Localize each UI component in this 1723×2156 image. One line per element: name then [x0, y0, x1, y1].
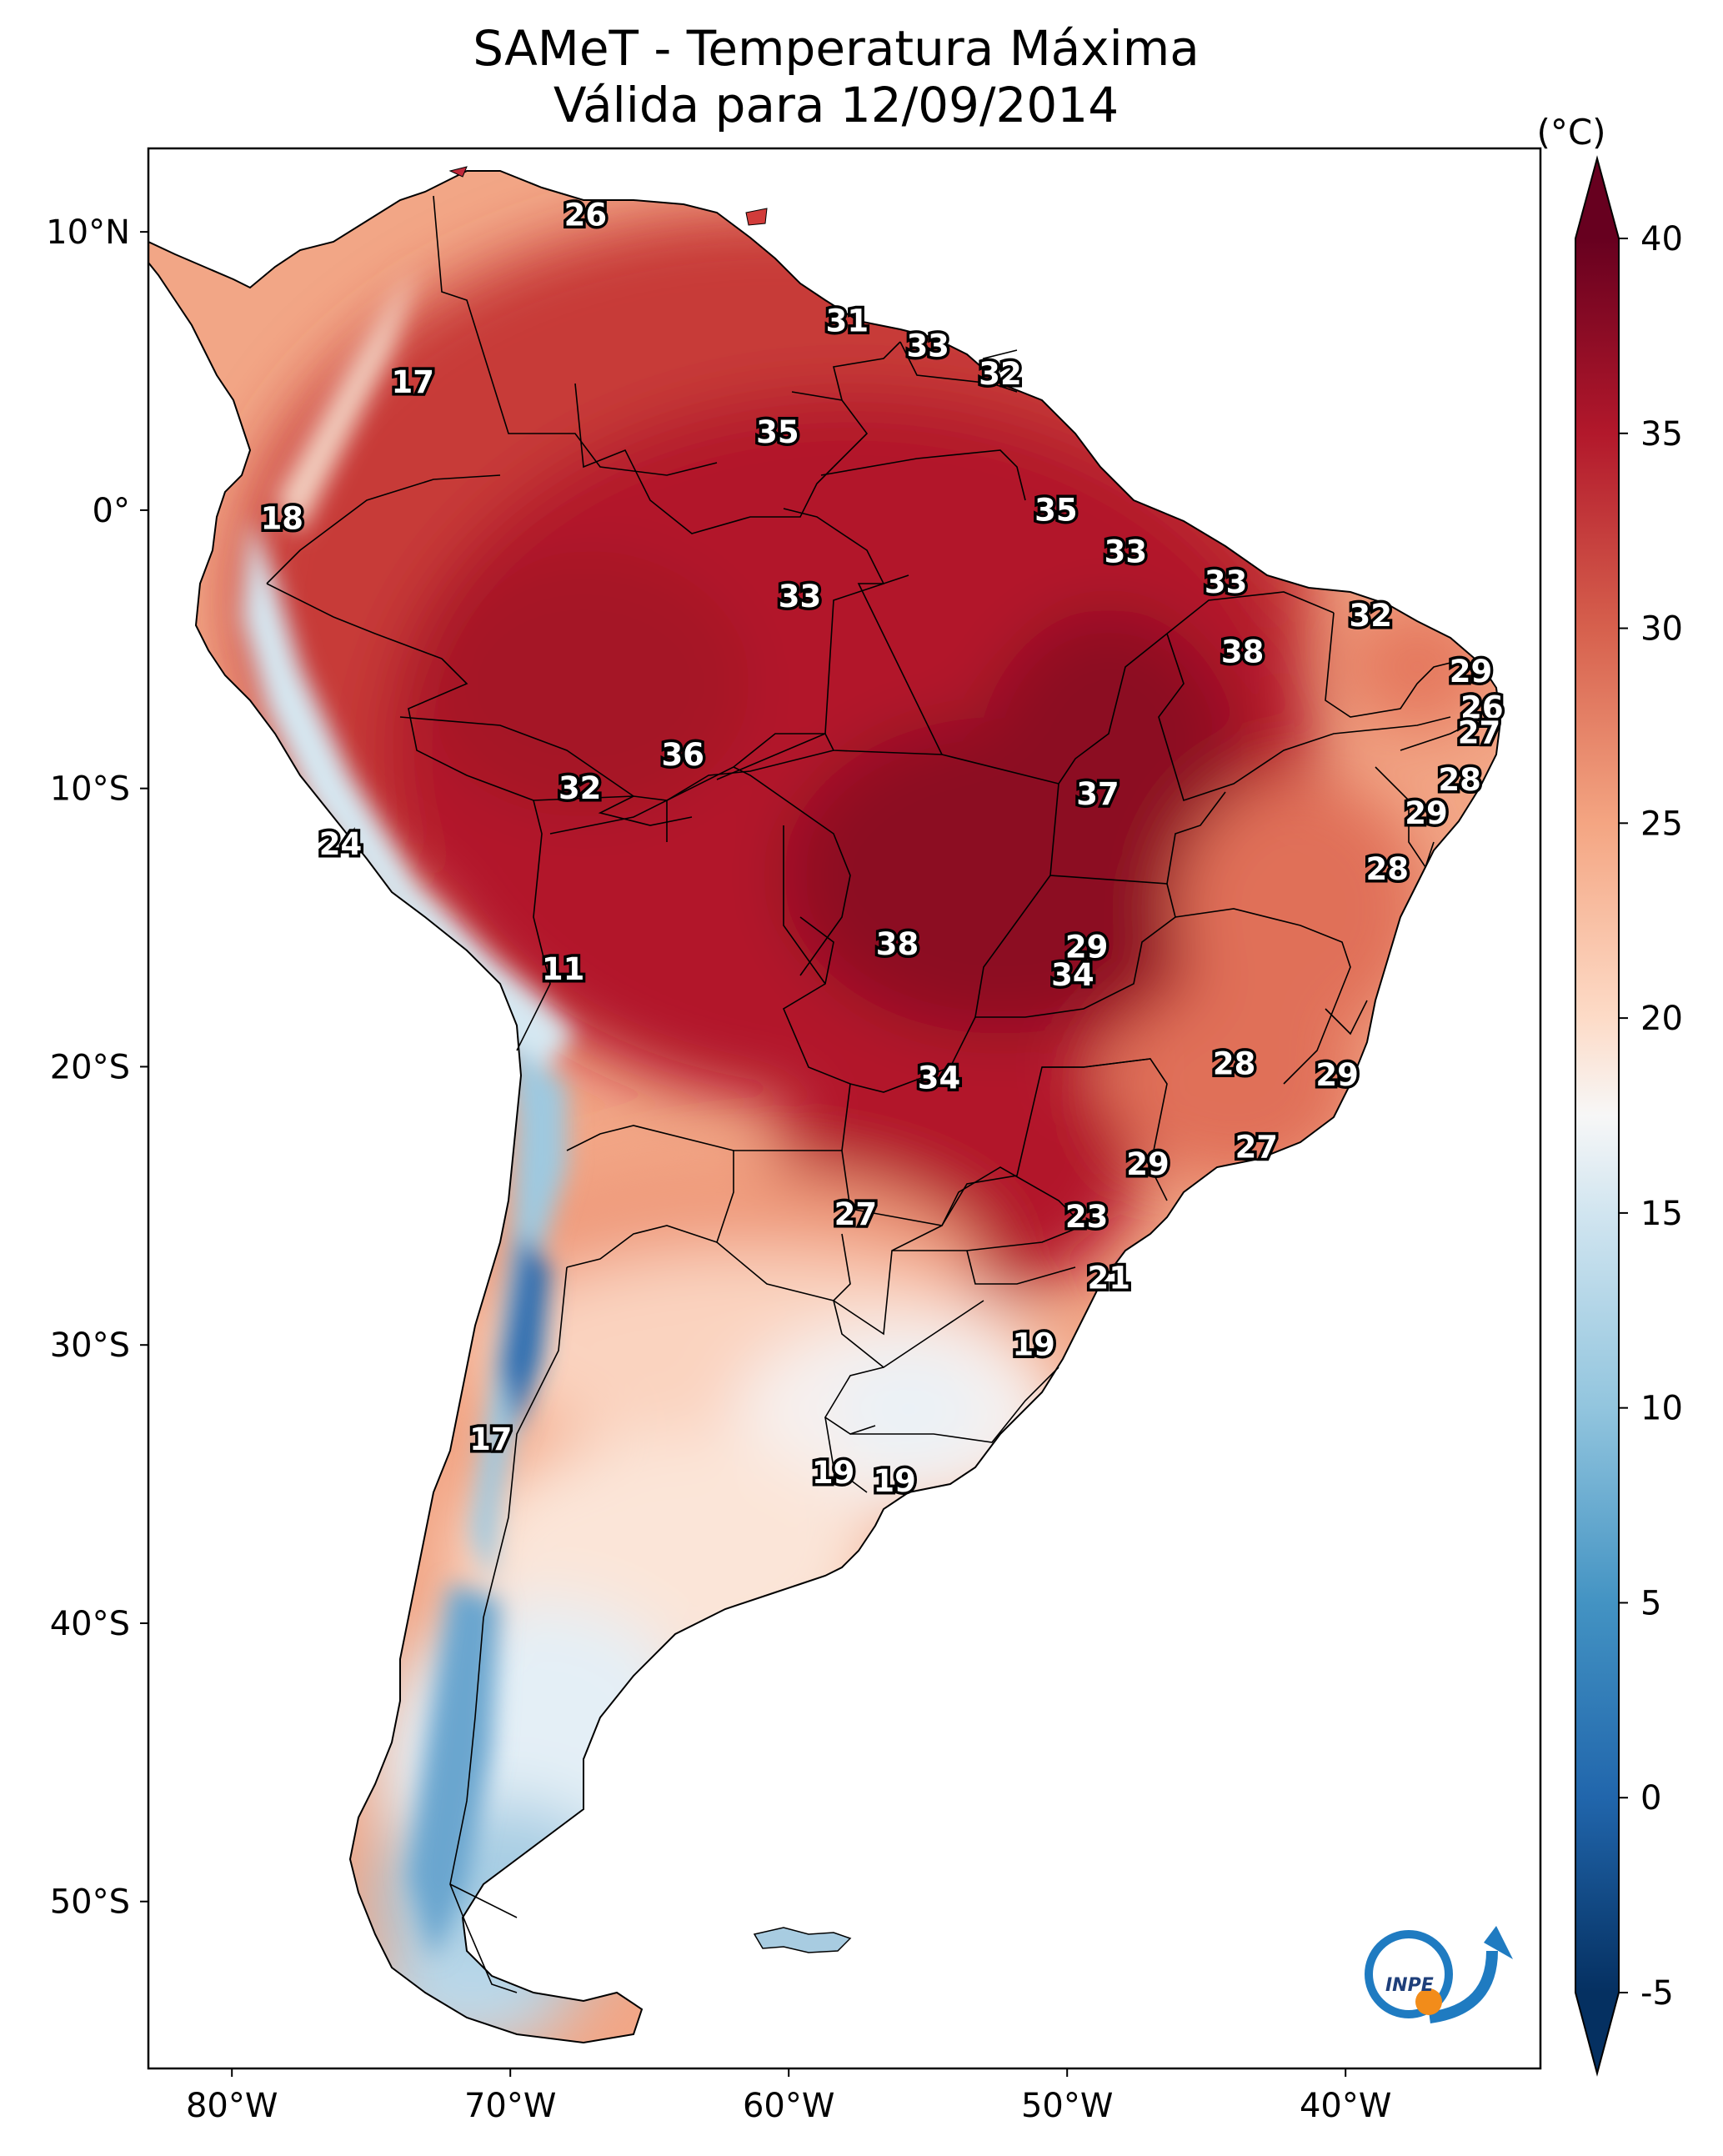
caribbean-islands — [745, 208, 768, 226]
station-temperature-label: 29 — [1405, 795, 1448, 831]
station-temperature-label: 28 — [1213, 1046, 1256, 1082]
station-temperature-label: 28 — [1438, 762, 1481, 798]
station-temperature-label: 33 — [1104, 534, 1148, 569]
colorbar-tick-label: 5 — [1640, 1584, 1661, 1622]
x-tick-label: 40°W — [1300, 2087, 1391, 2125]
map-axes: 80°W 70°W 60°W 50°W 40°W 10°N 0° 10°S 20°S 30°S 40… — [46, 213, 1391, 2125]
station-temperature-label: 28 — [1366, 851, 1410, 887]
station-temperature-label: 38 — [1221, 634, 1265, 670]
colorbar-tick-label: 40 — [1640, 220, 1683, 258]
station-temperature-label: 19 — [873, 1463, 916, 1499]
y-tick-label: 10°N — [46, 213, 130, 252]
political-boundaries — [266, 195, 1468, 1993]
station-temperature-label: 27 — [834, 1196, 878, 1232]
station-temperature-label: 17 — [392, 364, 435, 400]
y-tick-label: 20°S — [50, 1048, 130, 1086]
station-temperature-label: 18 — [261, 500, 304, 536]
colorbar-unit: (°C) — [1536, 112, 1605, 153]
station-temperature-label: 37 — [1076, 776, 1119, 812]
station-temperature-label: 27 — [1458, 714, 1501, 750]
station-temperature-label: 19 — [812, 1455, 855, 1491]
station-temperature-label: 26 — [1460, 689, 1504, 725]
station-temperature-label: 36 — [662, 737, 705, 773]
station-temperature-label: 33 — [1205, 564, 1248, 600]
colorbar-tick-label: 15 — [1640, 1195, 1683, 1233]
station-temperature-label: 31 — [826, 303, 869, 338]
colorbar-tick-label: 30 — [1640, 610, 1683, 649]
map-title-line1: SAMeT - Temperatura Máxima — [473, 20, 1200, 77]
y-tick-label: 40°S — [50, 1605, 130, 1643]
y-tick-label: 0° — [93, 492, 130, 530]
station-temperature-label: 26 — [564, 198, 608, 233]
station-temperature-label: 29 — [1126, 1146, 1170, 1182]
station-temperature-label: 19 — [1012, 1327, 1055, 1363]
station-temperature-label: 34 — [1051, 957, 1094, 993]
station-temperature-label: 34 — [918, 1060, 961, 1096]
colorbar-tick-label: 10 — [1640, 1390, 1683, 1428]
map-frame — [147, 147, 1542, 2070]
colorbar-tick-label: -5 — [1640, 1974, 1674, 2013]
station-temperature-label: 23 — [1065, 1199, 1109, 1235]
x-tick-label: 50°W — [1021, 2087, 1113, 2125]
colorbar-ticks: -5 0 5 10 15 20 25 30 35 40 — [1619, 220, 1683, 2013]
station-temperature-label: 29 — [1065, 929, 1109, 965]
station-temperature-label: 24 — [319, 826, 363, 862]
colorbar-tick-label: 0 — [1640, 1779, 1661, 1818]
colorbar-tick-label: 35 — [1640, 415, 1683, 454]
y-tick-label: 10°S — [50, 770, 130, 809]
x-tick-label: 60°W — [743, 2087, 834, 2125]
station-temperature-label: 38 — [876, 926, 919, 962]
station-temperature-label: 32 — [558, 770, 602, 806]
inpe-logo: INPE — [1365, 1926, 1513, 2023]
station-temperature-label: 11 — [542, 951, 585, 987]
y-tick-label: 30°S — [50, 1326, 130, 1365]
inpe-logo-text: INPE — [1385, 1975, 1434, 1996]
station-temperature-label: 29 — [1315, 1057, 1359, 1093]
colorbar-body — [1575, 155, 1620, 2077]
station-temperature-label: 17 — [469, 1421, 513, 1457]
colorbar: (°C) -5 0 5 10 15 20 25 30 35 40 — [1536, 112, 1683, 2077]
station-temperature-label: 35 — [1034, 492, 1078, 528]
station-temperature-label: 32 — [1350, 598, 1393, 634]
station-temperature-label: 35 — [756, 414, 799, 450]
station-temperature-label: 33 — [906, 328, 949, 364]
station-temperature-label: 27 — [1235, 1130, 1279, 1166]
station-temperature-label: 21 — [1088, 1261, 1131, 1296]
colorbar-tick-label: 25 — [1640, 805, 1683, 843]
colorbar-tick-label: 20 — [1640, 1000, 1683, 1038]
x-tick-label: 70°W — [464, 2087, 556, 2125]
y-tick-label: 50°S — [50, 1883, 130, 1922]
station-temperature-label: 33 — [779, 579, 822, 614]
x-tick-label: 80°W — [186, 2087, 278, 2125]
falkland-islands — [753, 1927, 852, 1953]
station-temperature-label: 29 — [1450, 654, 1493, 689]
station-temperature-label: 32 — [979, 356, 1022, 392]
map-title-line2: Válida para 12/09/2014 — [553, 77, 1119, 133]
